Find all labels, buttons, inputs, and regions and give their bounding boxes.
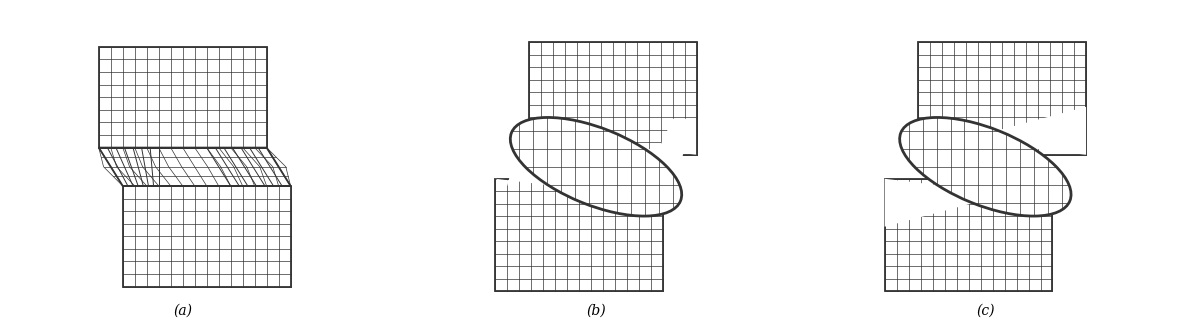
Polygon shape (884, 133, 1070, 227)
Polygon shape (884, 143, 932, 179)
Polygon shape (98, 147, 291, 186)
Ellipse shape (510, 117, 682, 216)
Polygon shape (98, 47, 267, 147)
Polygon shape (528, 42, 697, 155)
Text: (b): (b) (586, 303, 606, 318)
Text: (a): (a) (174, 303, 192, 318)
Polygon shape (918, 42, 1087, 155)
Polygon shape (495, 133, 680, 216)
Polygon shape (122, 186, 291, 287)
Polygon shape (657, 119, 697, 155)
Polygon shape (1046, 119, 1087, 155)
Polygon shape (512, 117, 697, 201)
Polygon shape (884, 179, 1053, 291)
Polygon shape (495, 143, 543, 179)
Polygon shape (495, 179, 664, 291)
Polygon shape (901, 107, 1087, 201)
Ellipse shape (900, 117, 1071, 216)
Text: (c): (c) (976, 303, 994, 318)
